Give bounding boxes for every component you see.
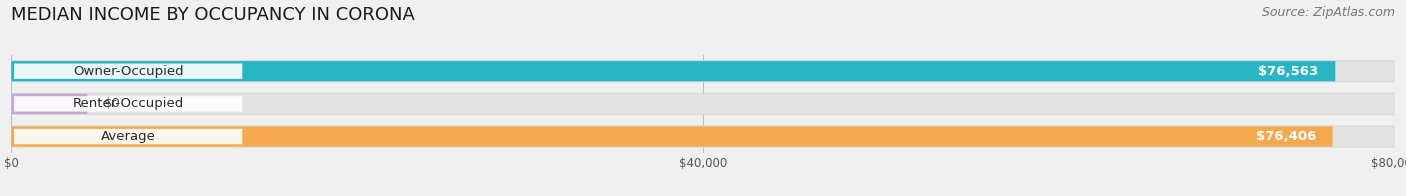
Text: Source: ZipAtlas.com: Source: ZipAtlas.com: [1261, 6, 1395, 19]
FancyBboxPatch shape: [11, 125, 1395, 148]
FancyBboxPatch shape: [11, 94, 1395, 114]
FancyBboxPatch shape: [11, 60, 1395, 82]
FancyBboxPatch shape: [11, 61, 1336, 81]
Text: $76,563: $76,563: [1258, 65, 1319, 78]
FancyBboxPatch shape: [11, 94, 87, 114]
Text: Owner-Occupied: Owner-Occupied: [73, 65, 183, 78]
FancyBboxPatch shape: [11, 126, 1333, 147]
FancyBboxPatch shape: [11, 61, 1395, 81]
Text: Average: Average: [101, 130, 156, 143]
FancyBboxPatch shape: [14, 129, 242, 144]
FancyBboxPatch shape: [14, 64, 242, 79]
FancyBboxPatch shape: [11, 93, 1395, 115]
Text: $76,406: $76,406: [1256, 130, 1316, 143]
FancyBboxPatch shape: [14, 96, 242, 112]
Text: MEDIAN INCOME BY OCCUPANCY IN CORONA: MEDIAN INCOME BY OCCUPANCY IN CORONA: [11, 6, 415, 24]
Text: $0: $0: [104, 97, 121, 110]
FancyBboxPatch shape: [11, 126, 1395, 147]
Text: Renter-Occupied: Renter-Occupied: [73, 97, 184, 110]
